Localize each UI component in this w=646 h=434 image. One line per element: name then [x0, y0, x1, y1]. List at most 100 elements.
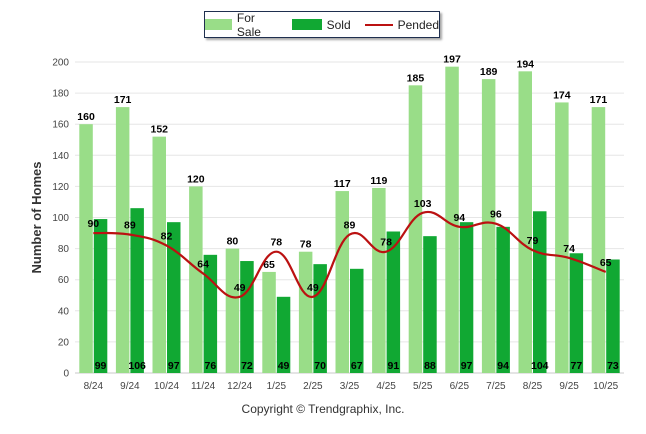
data-label-for-sale: 80 — [227, 236, 239, 248]
data-label-for-sale: 185 — [407, 72, 425, 84]
data-label-pended: 82 — [161, 230, 173, 242]
y-tick-label: 60 — [58, 275, 70, 286]
data-label-for-sale: 174 — [553, 89, 571, 101]
bar-for-sale — [591, 107, 606, 373]
data-label-pended: 96 — [490, 209, 502, 221]
x-tick-label: 10/25 — [593, 381, 618, 392]
data-label-pended: 94 — [453, 212, 465, 224]
x-tick-label: 3/25 — [340, 381, 360, 392]
data-label-sold: 49 — [278, 360, 290, 372]
x-tick-label: 8/25 — [523, 381, 543, 392]
data-label-for-sale: 171 — [590, 94, 608, 106]
data-label-for-sale: 197 — [443, 54, 461, 66]
bar-sold — [167, 222, 181, 373]
bar-sold — [130, 208, 144, 373]
legend-swatch-for-sale — [205, 19, 232, 30]
bar-sold — [606, 259, 620, 373]
bar-for-sale — [335, 191, 349, 373]
data-label-sold: 104 — [531, 360, 549, 372]
data-label-pended: 78 — [380, 237, 392, 249]
y-tick-label: 140 — [52, 151, 69, 162]
bar-sold — [240, 261, 254, 373]
data-label-pended: 79 — [527, 235, 539, 247]
bar-sold — [93, 219, 108, 373]
x-tick-label: 8/24 — [84, 381, 104, 392]
y-tick-label: 40 — [58, 306, 70, 317]
chart-legend: For Sale Sold Pended — [204, 11, 440, 39]
y-tick-label: 100 — [52, 213, 69, 224]
data-label-sold: 88 — [424, 360, 436, 372]
data-label-pended: 49 — [234, 282, 246, 294]
pended-line — [93, 210, 607, 299]
data-label-for-sale: 78 — [300, 239, 312, 251]
bar-for-sale — [189, 186, 203, 373]
x-tick-label: 4/25 — [376, 381, 396, 392]
data-label-for-sale: 120 — [187, 173, 205, 185]
bar-for-sale — [262, 271, 276, 373]
x-tick-label: 10/24 — [154, 381, 179, 392]
legend-label-for-sale: For Sale — [236, 10, 261, 39]
data-label-sold: 91 — [388, 360, 400, 372]
data-label-for-sale: 117 — [334, 178, 351, 190]
data-label-sold: 70 — [314, 360, 326, 372]
bar-for-sale — [372, 187, 386, 373]
y-tick-label: 180 — [52, 89, 69, 100]
x-tick-label: 2/25 — [303, 381, 323, 392]
copyright-text: Copyright © Trendgraphix, Inc. — [241, 402, 405, 416]
bar-for-sale — [518, 71, 532, 373]
data-label-for-sale: 194 — [516, 58, 534, 70]
data-label-for-sale: 65 — [263, 259, 275, 271]
bar-for-sale — [408, 85, 423, 373]
bar-for-sale — [225, 248, 240, 373]
y-tick-label: 20 — [58, 337, 70, 348]
data-label-sold: 97 — [168, 360, 180, 372]
data-label-sold: 94 — [497, 360, 509, 372]
data-label-pended: 89 — [124, 220, 136, 232]
bar-sold — [569, 253, 584, 373]
x-tick-label: 11/24 — [191, 381, 216, 392]
bar-sold — [203, 254, 218, 373]
data-label-sold: 77 — [571, 360, 583, 372]
bar-for-sale — [79, 124, 93, 373]
data-label-sold: 72 — [241, 360, 253, 372]
data-label-pended: 89 — [344, 220, 356, 232]
legend-label-sold: Sold — [326, 17, 351, 32]
bar-sold — [496, 226, 510, 373]
y-tick-label: 160 — [52, 120, 69, 131]
data-label-for-sale: 171 — [114, 94, 132, 106]
x-tick-label: 6/25 — [450, 381, 470, 392]
bar-for-sale — [115, 107, 130, 373]
bar-sold — [386, 231, 401, 373]
data-label-pended: 78 — [270, 237, 282, 249]
bar-for-sale — [298, 251, 313, 373]
legend-item-sold[interactable]: Sold — [291, 17, 351, 32]
data-label-pended: 65 — [600, 257, 612, 269]
y-tick-label: 120 — [52, 182, 69, 193]
y-tick-label: 200 — [52, 58, 69, 69]
bar-sold — [459, 222, 474, 373]
data-label-sold: 106 — [128, 360, 146, 372]
legend-swatch-sold — [291, 19, 322, 30]
bar-for-sale — [445, 66, 459, 373]
y-tick-label: 0 — [63, 369, 69, 380]
data-label-pended: 64 — [197, 258, 209, 270]
data-label-for-sale: 119 — [370, 175, 387, 187]
data-label-sold: 97 — [461, 360, 473, 372]
data-label-sold: 99 — [95, 360, 107, 372]
x-tick-label: 9/24 — [120, 381, 140, 392]
x-tick-label: 12/24 — [227, 381, 252, 392]
x-tick-label: 9/25 — [559, 381, 579, 392]
data-label-pended: 74 — [563, 243, 575, 255]
data-label-pended: 49 — [307, 282, 319, 294]
data-label-for-sale: 152 — [150, 124, 168, 136]
legend-swatch-pended — [364, 23, 393, 26]
legend-item-for-sale[interactable]: For Sale — [205, 11, 278, 39]
legend-item-pended[interactable]: Pended — [364, 18, 439, 32]
data-label-pended: 90 — [87, 218, 99, 230]
y-tick-label: 80 — [58, 244, 70, 255]
data-label-sold: 67 — [351, 360, 363, 372]
bar-sold — [423, 236, 437, 373]
data-label-sold: 76 — [205, 360, 217, 372]
bar-sold — [313, 264, 327, 373]
x-tick-label: 7/25 — [486, 381, 506, 392]
